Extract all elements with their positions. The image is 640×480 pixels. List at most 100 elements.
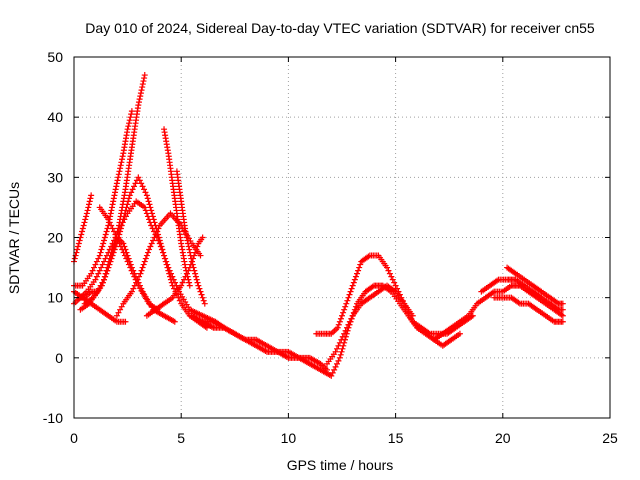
data-point-marker: [83, 213, 90, 220]
data-point-marker: [82, 216, 89, 223]
data-point-marker: [137, 93, 144, 100]
data-point-marker: [97, 249, 104, 256]
data-point-marker: [344, 324, 351, 331]
data-point-marker: [183, 234, 190, 241]
data-point-marker: [105, 258, 112, 265]
data-point-marker: [338, 336, 345, 343]
data-point-marker: [391, 279, 398, 286]
data-point-marker: [332, 363, 339, 370]
data-point-marker: [142, 255, 149, 262]
data-point-marker: [191, 267, 198, 274]
data-point-marker: [193, 276, 200, 283]
data-point-marker: [184, 273, 191, 280]
data-point-marker: [96, 267, 103, 274]
data-point-marker: [99, 243, 106, 250]
data-point-marker: [147, 243, 154, 250]
data-point-marker: [88, 270, 95, 277]
data-point-marker: [350, 279, 357, 286]
y-axis-title: SDTVAR / TECUs: [6, 182, 22, 294]
data-point-marker: [154, 228, 161, 235]
data-point-marker: [128, 189, 135, 196]
data-point-marker: [187, 252, 194, 259]
data-point-marker: [136, 177, 143, 184]
data-point-marker: [334, 324, 341, 331]
data-point-marker: [192, 270, 199, 277]
data-point-marker: [141, 186, 148, 193]
data-point-marker: [108, 222, 115, 229]
data-point-marker: [98, 264, 105, 271]
data-point-marker: [343, 300, 350, 307]
data-point-marker: [116, 168, 123, 175]
data-point-marker: [136, 96, 143, 103]
data-point-marker: [348, 285, 355, 292]
data-point-marker: [126, 192, 133, 199]
data-point-marker: [138, 267, 145, 274]
data-point-marker: [102, 231, 109, 238]
y-tick-label: 10: [47, 290, 63, 306]
data-point-marker: [96, 252, 103, 259]
data-point-marker: [92, 261, 99, 268]
data-point-marker: [86, 201, 93, 208]
data-point-marker: [388, 273, 395, 280]
data-point-marker: [168, 279, 175, 286]
data-point-marker: [338, 348, 345, 355]
data-point-marker: [137, 90, 144, 97]
data-point-marker: [144, 249, 151, 256]
data-point-marker: [135, 174, 142, 181]
data-point-marker: [182, 228, 189, 235]
data-point-marker: [190, 264, 197, 271]
data-point-marker: [197, 288, 204, 295]
data-point-marker: [189, 261, 196, 268]
data-point-marker: [336, 339, 343, 346]
data-point-marker: [149, 210, 156, 217]
data-point-marker: [107, 213, 114, 220]
data-point-marker: [328, 372, 335, 379]
data-point-marker: [176, 297, 183, 304]
data-point-marker: [337, 315, 344, 322]
y-tick-label: 30: [47, 169, 63, 185]
data-point-marker: [112, 186, 119, 193]
data-point-marker: [113, 234, 120, 241]
data-point-marker: [75, 240, 82, 247]
data-point-marker: [192, 249, 199, 256]
data-point-marker: [355, 267, 362, 274]
data-point-marker: [183, 231, 190, 238]
data-point-marker: [116, 240, 123, 247]
data-point-marker: [349, 282, 356, 289]
data-point-marker: [163, 261, 170, 268]
data-point-marker: [141, 72, 148, 79]
data-point-marker: [104, 264, 111, 271]
x-tick-label: 25: [602, 430, 618, 446]
series-trace-18: [478, 276, 566, 313]
data-point-marker: [99, 261, 106, 268]
data-point-marker: [129, 270, 136, 277]
data-point-marker: [107, 210, 114, 217]
data-point-marker: [94, 288, 101, 295]
data-point-marker: [151, 219, 158, 226]
data-point-marker: [345, 294, 352, 301]
data-point-marker: [339, 333, 346, 340]
data-point-marker: [162, 258, 169, 265]
data-point-marker: [178, 282, 185, 289]
data-point-marker: [93, 258, 100, 265]
data-point-marker: [136, 273, 143, 280]
data-point-marker: [101, 237, 108, 244]
data-point-marker: [126, 117, 133, 124]
data-point-marker: [344, 297, 351, 304]
data-point-marker: [117, 165, 124, 172]
data-point-marker: [200, 297, 207, 304]
data-point-marker: [151, 234, 158, 241]
y-tick-label: 0: [55, 350, 63, 366]
data-point-marker: [339, 312, 345, 319]
data-point-marker: [141, 75, 148, 82]
x-tick-label: 20: [495, 430, 511, 446]
data-point-marker: [134, 276, 141, 283]
data-point-marker: [171, 318, 178, 325]
data-point-marker: [135, 102, 142, 109]
data-point-marker: [135, 99, 142, 106]
data-point-marker: [101, 273, 108, 280]
data-point-marker: [356, 264, 363, 271]
data-point-marker: [114, 177, 121, 184]
data-point-marker: [106, 255, 113, 262]
data-point-marker: [146, 246, 153, 253]
